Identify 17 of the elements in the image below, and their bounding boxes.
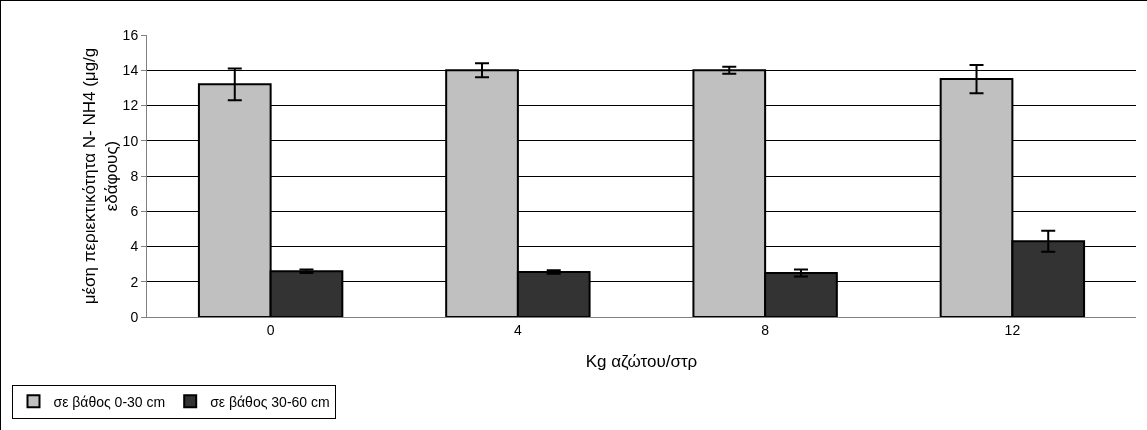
y-tick-label: 8	[130, 167, 139, 184]
y-tick-label: 14	[122, 62, 139, 79]
y-tick-label: 2	[130, 273, 139, 290]
y-tick-label: 6	[130, 203, 139, 220]
y-tick-label: 12	[122, 97, 139, 114]
x-tick-label: 0	[266, 321, 275, 338]
x-tick-label: 12	[1004, 321, 1021, 338]
y-tick-label: 0	[130, 308, 139, 325]
y-axis-title: μέση περιεκτικότητα N- NH4 (μg/g εδάφους)	[79, 47, 121, 305]
x-axis-title: Kg αζώτου/στρ	[585, 352, 698, 372]
legend-label: σε βάθος 0-30 cm	[53, 393, 166, 410]
x-tick-label: 4	[513, 321, 522, 338]
y-tick-label: 10	[122, 132, 139, 149]
y-tick-label: 16	[122, 26, 139, 43]
x-tick-label: 8	[761, 321, 770, 338]
legend-label: σε βάθος 30-60 cm	[210, 393, 330, 410]
y-tick-label: 4	[130, 238, 139, 255]
